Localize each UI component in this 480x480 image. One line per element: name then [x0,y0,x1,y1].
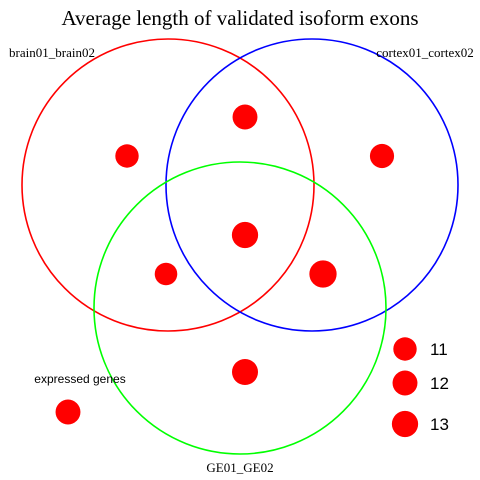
region-bubble-5 [154,262,178,286]
venn-circles [21,38,459,455]
outside-label: expressed genes [34,372,125,386]
set-label-3: GE01_GE02 [206,460,273,475]
set-label-2: cortex01_cortex02 [376,45,473,60]
legend-label-11: 11 [430,340,448,359]
region-bubble-7 [231,358,259,386]
region-bubble-6 [309,260,337,288]
region-bubble-8 [55,399,81,425]
region-bubble-1 [115,144,139,168]
venn-set-labels: brain01_brain02 cortex01_cortex02 GE01_GE0… [9,45,474,475]
legend-bubble-11 [393,337,417,361]
size-legend: 11 12 13 [391,337,449,438]
legend-label-13: 13 [430,415,449,434]
region-bubble-2 [232,104,258,130]
region-bubble-3 [369,143,395,169]
venn-circle-3 [93,161,387,455]
set-label-1: brain01_brain02 [9,45,95,60]
venn-circle-1 [21,38,315,332]
venn-circle-2 [165,38,459,332]
legend-bubble-13 [391,410,419,438]
legend-label-12: 12 [430,374,449,393]
legend-bubble-12 [392,370,418,396]
region-bubbles [55,104,395,425]
chart-title: Average length of validated isoform exon… [61,6,418,30]
region-bubble-4 [231,221,259,249]
